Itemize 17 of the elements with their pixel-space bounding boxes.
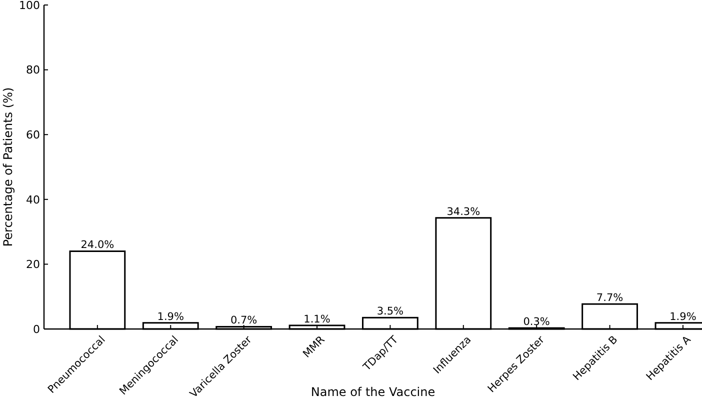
y-tick-label: 0 (33, 322, 40, 336)
data-label: 1.1% (304, 313, 330, 326)
y-axis-title: Percentage of Patients (%) (1, 87, 15, 247)
data-label: 3.5% (376, 306, 404, 318)
data-label: 0.7% (230, 314, 258, 327)
y-tick-label: 80 (26, 64, 40, 77)
y-tick-label: 60 (26, 128, 40, 142)
data-label: 34.3% (446, 206, 480, 218)
x-axis-title: Name of the Vaccine (310, 385, 436, 399)
y-tick-label: 100 (19, 0, 40, 12)
data-label: 7.7% (596, 292, 624, 304)
y-tick-label: 40 (26, 193, 40, 206)
data-label: 1.9% (157, 310, 184, 323)
data-label: 0.3% (523, 316, 550, 328)
data-label: 24.0% (80, 239, 114, 252)
y-tick-label: 20 (26, 258, 40, 272)
data-label: 1.9% (670, 310, 696, 323)
